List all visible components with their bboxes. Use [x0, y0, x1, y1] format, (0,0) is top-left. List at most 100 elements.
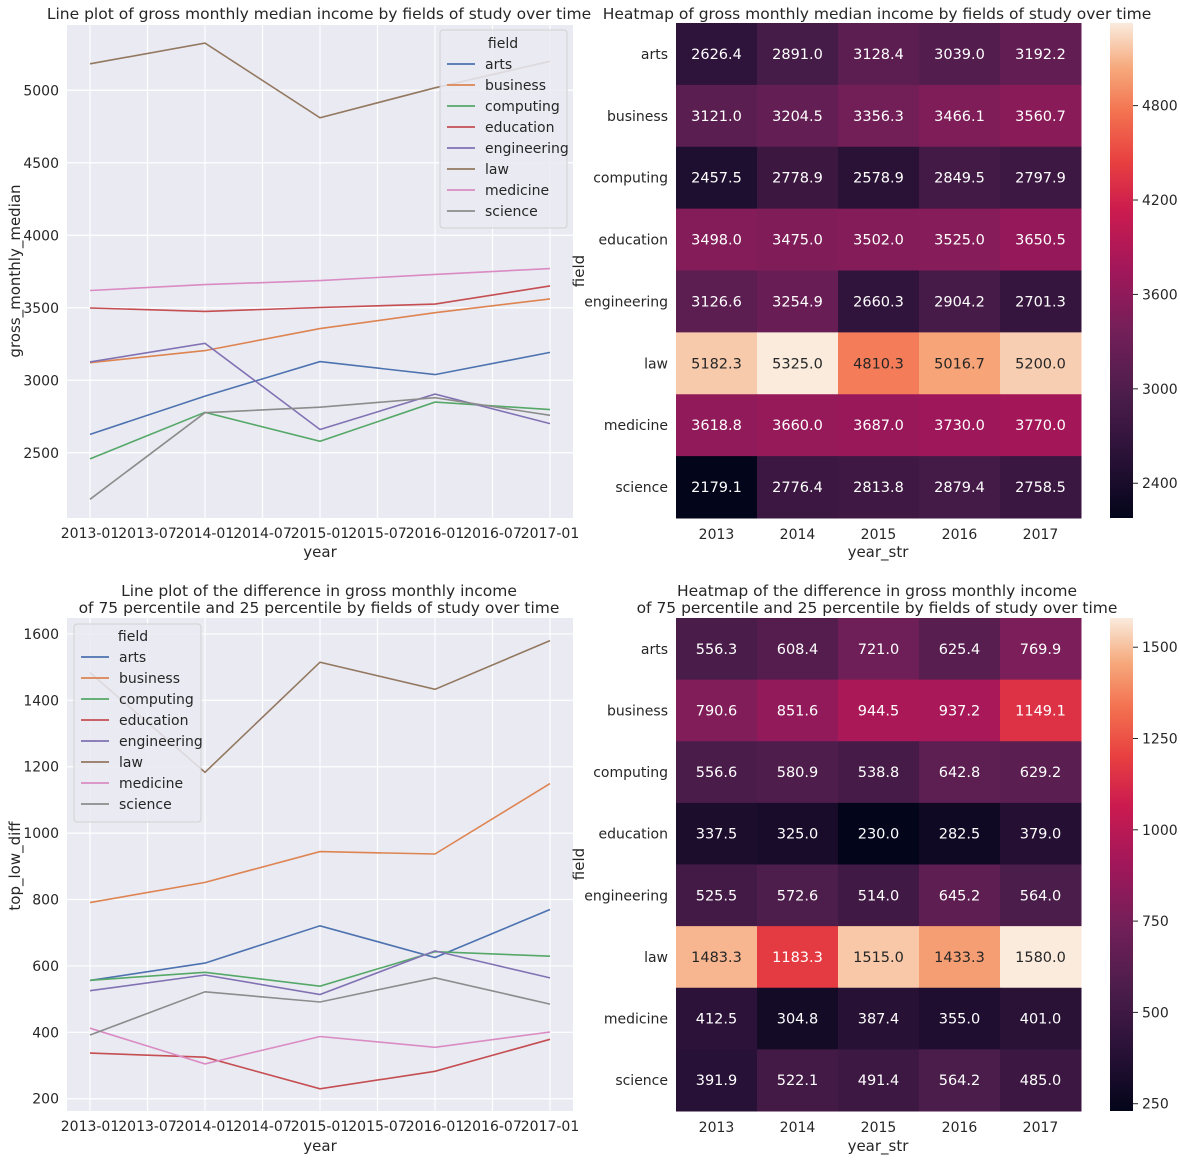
heatmap-cell	[838, 864, 920, 927]
heatmap-cell	[1000, 987, 1082, 1050]
cell-label: 538.8	[858, 765, 900, 781]
cell-label: 3204.5	[772, 109, 823, 125]
cell-label: 1433.3	[934, 950, 985, 966]
heatmap-cell	[838, 618, 920, 681]
chart-title: Heatmap of gross monthly median income b…	[603, 5, 1152, 23]
legend-label: arts	[485, 57, 512, 73]
heatmap-cell	[757, 332, 839, 395]
x-tick-label: 2015-07	[348, 1119, 407, 1135]
heatmap-cell	[1000, 270, 1082, 333]
heatmap-cell	[676, 679, 758, 742]
heatmap-cells	[676, 23, 1082, 519]
heatmap-diff: Heatmap of the difference in gross month…	[570, 582, 1178, 1156]
cell-label: 304.8	[777, 1012, 819, 1028]
cell-label: 629.2	[1020, 765, 1062, 781]
row-label: arts	[641, 47, 668, 63]
cell-label: 412.5	[696, 1012, 738, 1028]
row-label: business	[607, 703, 668, 719]
heatmap-cell	[676, 84, 758, 148]
x-tick-label: 2013-07	[118, 1119, 177, 1135]
cell-label: 2776.4	[772, 480, 823, 496]
heatmap-cell	[919, 987, 1001, 1050]
heatmap-cell	[838, 394, 920, 457]
series-line-arts	[89, 908, 551, 982]
cell-label: 2797.9	[1015, 171, 1066, 187]
legend-label: medicine	[119, 776, 183, 792]
heatmap-cell	[919, 208, 1001, 271]
colorbar	[1110, 23, 1133, 518]
column-label: 2015	[861, 527, 897, 543]
row-label: computing	[593, 765, 668, 781]
heatmap-cell	[919, 332, 1001, 395]
cell-label: 2891.0	[772, 47, 823, 63]
y-axis-label: field	[570, 255, 588, 287]
cell-label: 355.0	[939, 1012, 981, 1028]
x-tick-label: 2016-07	[463, 1119, 522, 1135]
heatmap-cell	[676, 146, 758, 210]
heatmap-cell	[757, 679, 839, 742]
y-tick-labels: 200 400 600 800 1000 1200 1400 1600	[23, 627, 59, 1108]
column-label: 2014	[780, 527, 816, 543]
cell-label: 337.5	[696, 827, 738, 843]
cell-label: 2626.4	[691, 47, 742, 63]
y-axis-label: top_low_diff	[6, 821, 25, 911]
y-tick-label: 1400	[23, 693, 59, 709]
cell-label: 769.9	[1020, 642, 1062, 658]
heatmap-cell	[1000, 926, 1082, 989]
legend-label: law	[485, 162, 509, 178]
heatmap-cell	[676, 987, 758, 1050]
cell-label: 230.0	[858, 827, 900, 843]
y-tick-label: 3500	[23, 301, 59, 317]
series-line-arts	[89, 351, 551, 436]
cell-label: 2660.3	[853, 294, 904, 310]
y-tick-label: 800	[32, 893, 59, 909]
cell-label: 522.1	[777, 1073, 819, 1089]
cell-label: 3498.0	[691, 233, 742, 249]
column-label: 2017	[1023, 1120, 1059, 1136]
cell-label: 5325.0	[772, 356, 823, 372]
heatmap-cell	[757, 618, 839, 681]
legend-label: engineering	[485, 141, 569, 157]
heatmap-cell	[1000, 394, 1082, 457]
heatmap-cell	[757, 864, 839, 927]
cell-label: 564.2	[939, 1073, 981, 1089]
series-line-education	[89, 285, 551, 313]
colorbar-tick-label: 4800	[1142, 99, 1178, 115]
colorbar	[1110, 618, 1133, 1111]
heatmap-cell	[757, 741, 839, 804]
heatmap-cell	[1000, 802, 1082, 865]
y-tick-label: 400	[32, 1025, 59, 1041]
series-line-business	[89, 782, 551, 904]
chart-title: Line plot of the difference in gross mon…	[121, 582, 517, 600]
heatmap-cells	[676, 618, 1082, 1112]
heatmap-cell	[676, 802, 758, 865]
cell-label: 2778.9	[772, 171, 823, 187]
heatmap-cell	[676, 23, 758, 86]
row-label: education	[599, 233, 668, 249]
cell-label: 1580.0	[1015, 950, 1066, 966]
colorbar-ticks: 250 500 750 1000 1250 1500	[1133, 640, 1178, 1113]
x-axis-label: year	[303, 543, 337, 561]
chart-title: Line plot of gross monthly median income…	[47, 5, 591, 23]
heatmap-cell	[838, 84, 920, 148]
heatmap-cell	[757, 802, 839, 865]
row-label: medicine	[604, 1012, 668, 1028]
legend-label: science	[119, 797, 172, 813]
colorbar-tick-label: 1000	[1142, 823, 1178, 839]
legend-label: arts	[119, 650, 146, 666]
heatmap-cell	[1000, 679, 1082, 742]
cell-label: 3770.0	[1015, 418, 1066, 434]
series-line-education	[89, 1038, 551, 1090]
heatmap-cell	[838, 802, 920, 865]
colorbar-tick-label: 250	[1142, 1097, 1169, 1113]
x-tick-label: 2015-01	[291, 1119, 350, 1135]
heatmap-cell	[919, 864, 1001, 927]
legend-label: business	[119, 671, 180, 687]
cell-label: 3687.0	[853, 418, 904, 434]
cell-label: 2879.4	[934, 480, 985, 496]
heatmap-cell	[838, 741, 920, 804]
cell-label: 3039.0	[934, 47, 985, 63]
cell-label: 325.0	[777, 827, 819, 843]
x-tick-label: 2013-01	[61, 526, 120, 542]
y-tick-label: 600	[32, 959, 59, 975]
